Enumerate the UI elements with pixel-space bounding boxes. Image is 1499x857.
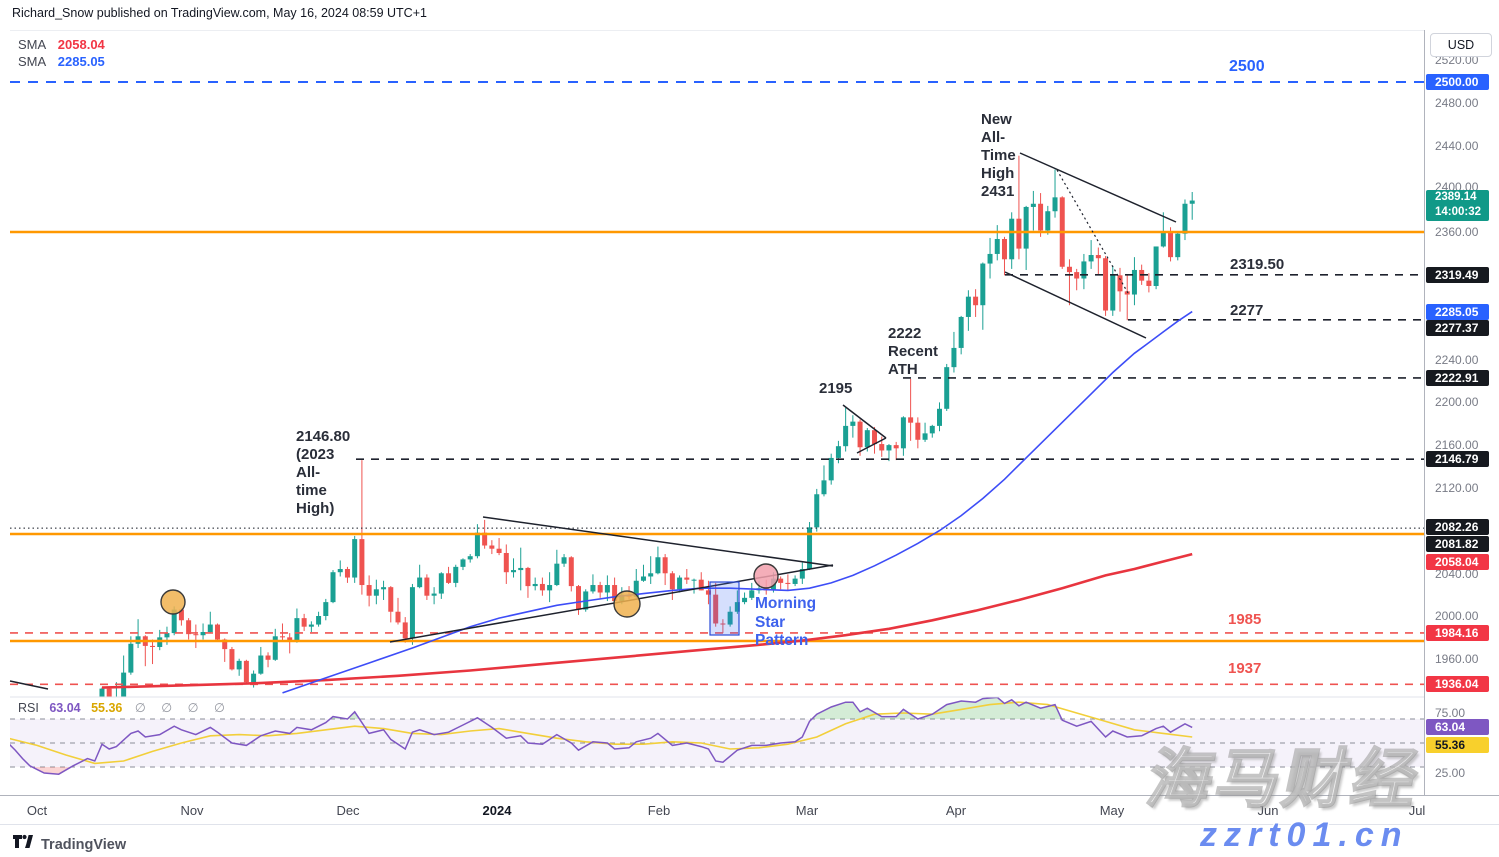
pane-top-border — [10, 30, 1499, 31]
sma50-line — [282, 310, 1193, 694]
price-badge: 2319.49 — [1426, 267, 1489, 283]
legend-sma-fast[interactable]: SMA 2058.04 — [18, 36, 105, 53]
annotation-3: 2277 — [1230, 302, 1264, 319]
price-badge: 63.04 — [1426, 719, 1489, 735]
price-badge: 2082.26 — [1426, 519, 1489, 535]
price-badge: 1984.16 — [1426, 625, 1489, 641]
currency-toggle-button[interactable]: USD — [1430, 33, 1492, 57]
publish-info: Richard_Snow published on TradingView.co… — [12, 6, 427, 20]
annotation-6: 2146.80 (2023 All-time High) — [296, 428, 351, 517]
sma200-line — [101, 552, 1193, 689]
legend-sma-slow[interactable]: SMA 2285.05 — [18, 53, 105, 70]
price-tick: 2160.00 — [1435, 438, 1479, 452]
tradingview-logo-icon — [12, 832, 34, 857]
price-badge: 2058.04 — [1426, 554, 1489, 570]
annotation-1: New All-Time High 2431 — [981, 111, 1016, 200]
annotation-9: 1937 — [1228, 660, 1262, 677]
date-label-2024: 2024 — [482, 803, 512, 818]
price-badge: 2277.37 — [1426, 320, 1489, 336]
date-label-oct: Oct — [26, 803, 48, 818]
price-badge: 1936.04 — [1426, 676, 1489, 692]
price-badge: 55.36 — [1426, 737, 1489, 753]
rsi-value: 63.04 — [49, 701, 81, 715]
price-tick: 25.00 — [1435, 766, 1466, 780]
price-tick: 2000.00 — [1435, 609, 1479, 623]
trendline-5 — [1019, 152, 1177, 223]
trendline-7 — [1056, 169, 1129, 294]
date-label-nov: Nov — [180, 803, 204, 818]
price-badge: 2500.00 — [1426, 74, 1489, 90]
date-label-mar: Mar — [795, 803, 819, 818]
price-badge: 2285.05 — [1426, 304, 1489, 320]
price-tick: 75.00 — [1435, 706, 1466, 720]
annotation-8: 1985 — [1228, 611, 1262, 628]
rsi-ma-value: 55.36 — [91, 701, 123, 715]
indicator-legend: SMA 2058.04 SMA 2285.05 — [18, 36, 105, 70]
price-badge: 2146.79 — [1426, 451, 1489, 467]
price-badge: 2222.91 — [1426, 370, 1489, 386]
highlight-circle-2 — [753, 563, 779, 589]
date-label-dec: Dec — [336, 803, 360, 818]
trendline-4 — [856, 437, 887, 454]
price-axis[interactable]: 2520.00 2480.00 2440.00 2400.00 2360.00 2240.… — [1424, 30, 1499, 823]
date-label-jul: Jul — [1408, 803, 1426, 818]
sma-fast-value: 2058.04 — [57, 37, 105, 52]
sma-slow-value: 2285.05 — [57, 54, 105, 69]
watermark-cjk: 海马财经 — [1140, 742, 1429, 816]
date-label-may: May — [1099, 803, 1125, 818]
date-label-feb: Feb — [647, 803, 671, 818]
rsi-input-placeholders: ∅ ∅ ∅ ∅ — [134, 701, 231, 715]
price-tick: 2360.00 — [1435, 225, 1479, 239]
price-tick: 2440.00 — [1435, 139, 1479, 153]
candles-layer — [99, 155, 1195, 697]
price-tick: 2480.00 — [1435, 96, 1479, 110]
pattern-box — [709, 581, 740, 636]
footer: TradingView — [12, 832, 126, 857]
highlight-circle-1 — [613, 590, 641, 618]
price-tick: 2040.00 — [1435, 567, 1479, 581]
highlight-circle-0 — [160, 589, 186, 615]
tradingview-brand: TradingView — [41, 836, 127, 853]
date-label-jun: Jun — [1257, 803, 1279, 818]
trendline-0 — [482, 516, 834, 567]
price-tick: 2200.00 — [1435, 395, 1479, 409]
annotation-4: 2222 Recent ATH — [888, 325, 939, 378]
trendline-3 — [842, 404, 887, 439]
date-axis[interactable]: Oct Nov Dec 2024 Feb Mar Apr May Jun Jul — [0, 795, 1499, 825]
price-tick: 2240.00 — [1435, 353, 1479, 367]
annotation-2: 2319.50 — [1230, 256, 1285, 273]
price-tick: 1960.00 — [1435, 652, 1479, 666]
sma-fast-label: SMA — [18, 37, 47, 52]
annotation-0: 2500 — [1229, 58, 1265, 75]
annotation-7: Morning Star Pattern — [755, 595, 817, 649]
date-label-apr: Apr — [945, 803, 967, 818]
sma-slow-label: SMA — [18, 54, 47, 69]
annotation-5: 2195 — [819, 380, 853, 397]
trendline-2 — [9, 680, 49, 690]
rsi-legend[interactable]: RSI 63.04 55.36 ∅ ∅ ∅ ∅ — [18, 700, 231, 715]
price-badge: 2081.82 — [1426, 536, 1489, 552]
watermark-url: zzrt01.cn — [1200, 816, 1409, 854]
rsi-label: RSI — [18, 701, 39, 715]
trendline-6 — [1004, 271, 1147, 339]
price-tick: 2120.00 — [1435, 481, 1479, 495]
price-badge: 2389.14 14:00:32 — [1426, 190, 1489, 221]
